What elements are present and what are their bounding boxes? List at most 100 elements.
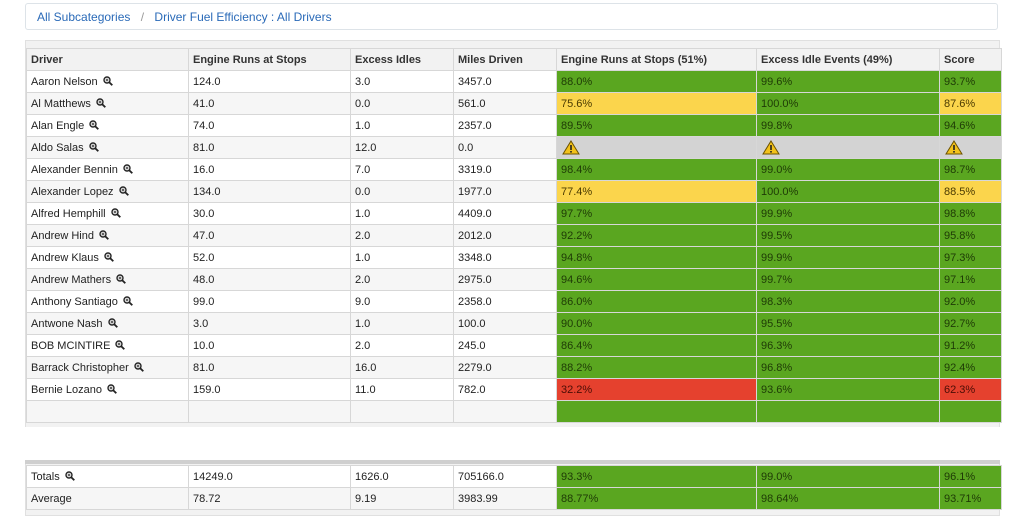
driver-name[interactable]: Aaron Nelson (31, 75, 98, 88)
zoom-icon[interactable] (88, 141, 99, 152)
excess-idles-cell: 1.0 (350, 202, 454, 225)
column-header-engine-runs-pct[interactable]: Engine Runs at Stops (51%) (556, 48, 757, 71)
average-engine-runs: 78.72 (188, 487, 351, 510)
driver-name[interactable]: Alexander Bennin (31, 163, 118, 176)
driver-cell: Andrew Mathers (26, 268, 189, 291)
driver-name[interactable]: Aldo Salas (31, 141, 84, 154)
totals-row: Totals 14249.0 1626.0 705166.0 93.3% 99.… (26, 465, 1002, 488)
score-cell: 93.7% (939, 70, 1002, 93)
zoom-icon[interactable] (99, 229, 109, 240)
driver-cell: Antwone Nash (26, 312, 189, 335)
driver-name[interactable]: Alfred Hemphill (31, 207, 106, 220)
zoom-icon[interactable] (107, 383, 117, 394)
driver-cell: Alan Engle (26, 114, 189, 137)
engine-runs-pct-cell: 86.4% (556, 334, 757, 357)
driver-name[interactable]: Anthony Santiago (31, 295, 118, 308)
column-header-miles-driven[interactable]: Miles Driven (453, 48, 557, 71)
driver-name[interactable]: Alexander Lopez (31, 185, 114, 198)
zoom-icon[interactable] (115, 339, 126, 350)
table-row: Alexander Lopez 134.0 0.0 1977.0 77.4% 100.0%… (26, 180, 1002, 203)
zoom-icon[interactable] (110, 207, 121, 218)
score-cell (939, 136, 1002, 159)
excess-idle-pct-cell: 95.5% (756, 312, 940, 335)
zoom-icon[interactable] (116, 273, 127, 284)
miles-driven-cell: 3319.0 (453, 158, 557, 181)
driver-cell: Barrack Christopher (26, 356, 189, 379)
average-excess-idles: 9.19 (350, 487, 454, 510)
column-header-score[interactable]: Score (939, 48, 1002, 71)
driver-name[interactable]: BOB MCINTIRE (31, 339, 111, 352)
excess-idle-pct-cell: 93.6% (756, 378, 940, 401)
score-cell: 97.1% (939, 268, 1002, 291)
zoom-icon[interactable] (123, 163, 133, 174)
driver-name[interactable]: Andrew Hind (31, 229, 94, 242)
score-cell: 92.7% (939, 312, 1002, 335)
average-label: Average (26, 487, 189, 510)
score-cell: 98.8% (939, 202, 1002, 225)
engine-runs-pct-cell: 94.8% (556, 246, 757, 269)
driver-cell: Alexander Lopez (26, 180, 189, 203)
totals-divider (25, 460, 1000, 464)
excess-idles-cell: 16.0 (350, 356, 454, 379)
driver-name[interactable]: Andrew Klaus (31, 251, 99, 264)
zoom-icon[interactable] (134, 361, 144, 372)
column-header-engine-runs[interactable]: Engine Runs at Stops (188, 48, 351, 71)
driver-cell: BOB MCINTIRE (26, 334, 189, 357)
totals-miles: 705166.0 (453, 465, 557, 488)
zoom-icon[interactable] (107, 317, 118, 328)
excess-idle-pct-cell: 100.0% (756, 180, 940, 203)
miles-driven-cell: 0.0 (453, 136, 557, 159)
zoom-icon[interactable] (102, 75, 113, 86)
totals-score: 96.1% (939, 465, 1002, 488)
driver-cell: Aaron Nelson (26, 70, 189, 93)
breadcrumb-separator: / (140, 10, 145, 24)
engine-runs-pct-cell: 97.7% (556, 202, 757, 225)
engine-runs-pct-cell: 77.4% (556, 180, 757, 203)
driver-name[interactable]: Bernie Lozano (31, 383, 102, 396)
miles-driven-cell: 2975.0 (453, 268, 557, 291)
zoom-icon[interactable] (118, 185, 129, 196)
totals-idle-pct: 99.0% (756, 465, 940, 488)
driver-cell: Andrew Hind (26, 224, 189, 247)
table-row: Barrack Christopher 81.0 16.0 2279.0 88.2% 96… (26, 356, 1002, 379)
column-header-excess-idles[interactable]: Excess Idles (350, 48, 454, 71)
zoom-icon[interactable] (89, 119, 100, 130)
driver-table: Driver Engine Runs at Stops Excess Idles… (26, 48, 1002, 423)
zoom-icon[interactable] (65, 470, 75, 481)
excess-idle-pct-cell: 99.7% (756, 268, 940, 291)
engine-runs-cell: 52.0 (188, 246, 351, 269)
excess-idle-pct-cell: 99.6% (756, 70, 940, 93)
column-header-driver[interactable]: Driver (26, 48, 189, 71)
engine-runs-cell: 159.0 (188, 378, 351, 401)
driver-cell: Aldo Salas (26, 136, 189, 159)
zoom-icon[interactable] (104, 251, 114, 262)
excess-idle-pct-cell: 98.3% (756, 290, 940, 313)
table-row-partial (26, 400, 1002, 423)
zoom-icon[interactable] (123, 295, 133, 306)
column-header-excess-idle-events-pct[interactable]: Excess Idle Events (49%) (756, 48, 940, 71)
score-cell: 98.7% (939, 158, 1002, 181)
average-idle-pct: 98.64% (756, 487, 940, 510)
score-cell (939, 400, 1002, 423)
score-cell: 92.0% (939, 290, 1002, 313)
engine-runs-pct-cell: 98.4% (556, 158, 757, 181)
driver-name[interactable]: Barrack Christopher (31, 361, 129, 374)
driver-name[interactable]: Andrew Mathers (31, 273, 112, 286)
score-cell: 92.4% (939, 356, 1002, 379)
zoom-icon[interactable] (96, 97, 106, 108)
average-score: 93.71% (939, 487, 1002, 510)
engine-runs-cell: 16.0 (188, 158, 351, 181)
driver-name[interactable]: Antwone Nash (31, 317, 103, 330)
excess-idle-pct-cell: 99.9% (756, 246, 940, 269)
engine-runs-cell: 81.0 (188, 136, 351, 159)
excess-idles-cell (350, 400, 454, 423)
driver-cell (26, 400, 189, 423)
excess-idles-cell: 0.0 (350, 92, 454, 115)
breadcrumb-driver-fuel-efficiency[interactable]: Driver Fuel Efficiency : All Drivers (154, 10, 332, 24)
engine-runs-pct-cell: 86.0% (556, 290, 757, 313)
miles-driven-cell: 2279.0 (453, 356, 557, 379)
driver-name[interactable]: Alan Engle (31, 119, 85, 132)
excess-idles-cell: 2.0 (350, 334, 454, 357)
breadcrumb-all-subcategories[interactable]: All Subcategories (37, 10, 131, 24)
driver-name[interactable]: Al Matthews (31, 97, 91, 110)
